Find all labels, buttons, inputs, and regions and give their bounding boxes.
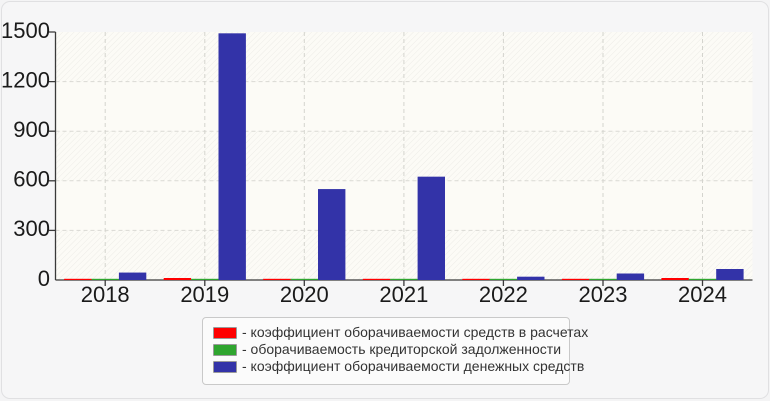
svg-text:900: 900 [13, 117, 50, 142]
svg-text:2019: 2019 [180, 282, 229, 307]
svg-text:600: 600 [13, 167, 50, 192]
svg-text:2020: 2020 [280, 282, 329, 307]
svg-text:2024: 2024 [678, 282, 727, 307]
svg-text:300: 300 [13, 216, 50, 241]
svg-text:0: 0 [38, 266, 50, 291]
svg-text:2023: 2023 [579, 282, 628, 307]
svg-text:2022: 2022 [479, 282, 528, 307]
svg-text:2018: 2018 [81, 282, 130, 307]
svg-text:1500: 1500 [2, 18, 50, 43]
svg-text:2021: 2021 [379, 282, 428, 307]
svg-text:1200: 1200 [2, 67, 50, 92]
